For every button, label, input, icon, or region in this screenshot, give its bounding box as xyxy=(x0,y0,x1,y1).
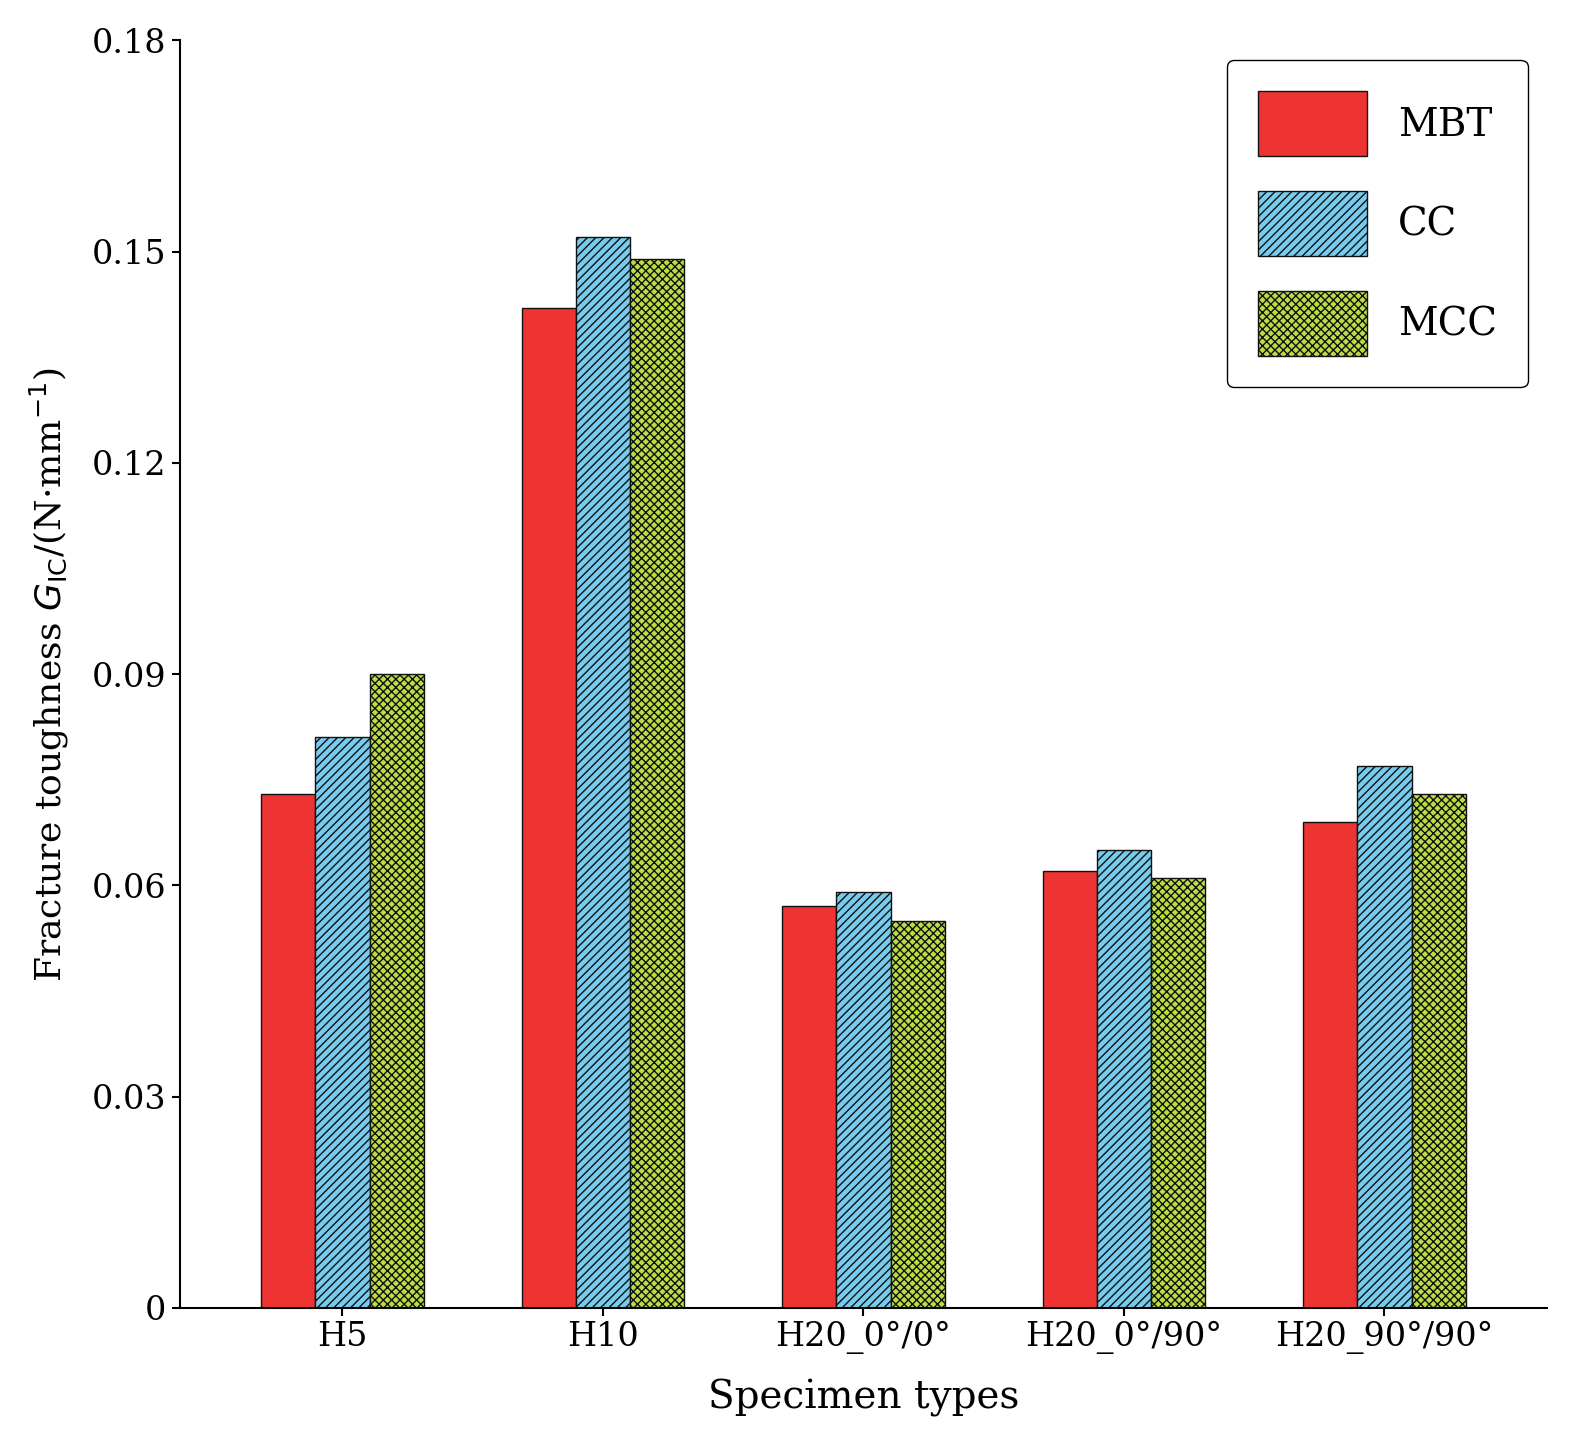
Bar xyxy=(1303,822,1358,1308)
Bar xyxy=(1096,850,1151,1308)
Bar xyxy=(521,308,576,1308)
Bar xyxy=(576,237,630,1308)
Bar xyxy=(1358,766,1411,1308)
Bar xyxy=(630,259,684,1308)
Bar xyxy=(783,906,836,1308)
Legend: MBT, CC, MCC: MBT, CC, MCC xyxy=(1227,59,1528,387)
Bar xyxy=(261,793,315,1308)
Bar xyxy=(315,737,370,1308)
X-axis label: Specimen types: Specimen types xyxy=(707,1379,1019,1418)
Bar xyxy=(1151,879,1205,1308)
Bar xyxy=(1411,793,1466,1308)
Bar xyxy=(370,673,424,1308)
Bar xyxy=(836,893,890,1308)
Bar xyxy=(890,920,945,1308)
Bar xyxy=(1043,871,1096,1308)
Y-axis label: Fracture toughness $G_{\rm IC}$/(N·mm$^{-1}$): Fracture toughness $G_{\rm IC}$/(N·mm$^{… xyxy=(28,367,71,981)
